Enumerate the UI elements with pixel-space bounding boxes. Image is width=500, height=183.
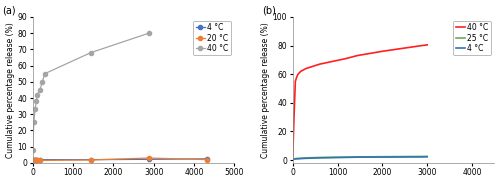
40 °C <box>146 32 152 34</box>
25 °C <box>354 156 360 158</box>
25 °C <box>419 155 425 158</box>
4 °C <box>204 158 210 160</box>
20 °C <box>34 159 40 162</box>
40 °C <box>300 69 306 71</box>
40 °C <box>380 50 386 52</box>
Line: 4 °C: 4 °C <box>30 157 209 162</box>
4 °C <box>37 158 43 161</box>
Line: 40 °C: 40 °C <box>30 31 151 152</box>
4 °C <box>30 158 36 161</box>
40 °C <box>30 149 36 151</box>
40 °C <box>292 80 298 82</box>
4 °C <box>88 158 94 161</box>
25 °C <box>316 156 322 158</box>
40 °C <box>424 44 430 46</box>
4 °C <box>419 156 425 158</box>
Y-axis label: Cumulative percentage release (%): Cumulative percentage release (%) <box>6 22 15 158</box>
Legend: 40 °C, 25 °C, 4 °C: 40 °C, 25 °C, 4 °C <box>454 21 490 55</box>
20 °C <box>32 159 38 162</box>
40 °C <box>344 57 349 59</box>
40 °C <box>354 55 360 57</box>
40 °C <box>296 72 302 74</box>
40 °C <box>298 70 304 72</box>
40 °C <box>295 73 301 75</box>
Line: 4 °C: 4 °C <box>292 157 427 159</box>
40 °C <box>88 52 94 54</box>
25 °C <box>303 157 309 159</box>
40 °C <box>40 81 46 83</box>
Line: 25 °C: 25 °C <box>292 156 427 159</box>
40 °C <box>294 76 300 78</box>
40 °C <box>34 100 40 102</box>
Line: 20 °C: 20 °C <box>30 156 209 163</box>
4 °C <box>32 158 38 161</box>
40 °C <box>330 60 336 62</box>
20 °C <box>31 159 37 162</box>
4 °C <box>290 158 296 160</box>
20 °C <box>88 159 94 161</box>
40 °C <box>37 89 43 91</box>
4 °C <box>31 158 37 161</box>
20 °C <box>204 158 210 161</box>
4 °C <box>34 158 40 161</box>
4 °C <box>146 158 152 160</box>
Text: (b): (b) <box>262 5 276 16</box>
20 °C <box>37 159 43 162</box>
4 °C <box>303 157 309 159</box>
40 °C <box>419 44 425 47</box>
25 °C <box>292 158 298 160</box>
20 °C <box>146 157 152 159</box>
4 °C <box>424 156 430 158</box>
20 °C <box>34 159 40 162</box>
40 °C <box>316 63 322 65</box>
Text: (a): (a) <box>2 5 16 16</box>
4 °C <box>34 158 40 161</box>
Legend: 4 °C, 20 °C, 40 °C: 4 °C, 20 °C, 40 °C <box>194 21 230 55</box>
40 °C <box>291 116 297 118</box>
40 °C <box>32 108 38 111</box>
Line: 40 °C: 40 °C <box>292 45 427 159</box>
40 °C <box>42 73 48 75</box>
4 °C <box>316 157 322 159</box>
40 °C <box>31 121 37 124</box>
25 °C <box>424 155 430 158</box>
40 °C <box>290 158 296 160</box>
40 °C <box>303 67 309 70</box>
25 °C <box>290 158 296 160</box>
20 °C <box>30 159 36 162</box>
Y-axis label: Cumulative percentage release (%): Cumulative percentage release (%) <box>261 22 270 158</box>
40 °C <box>34 94 40 96</box>
4 °C <box>354 156 360 158</box>
4 °C <box>292 158 298 160</box>
